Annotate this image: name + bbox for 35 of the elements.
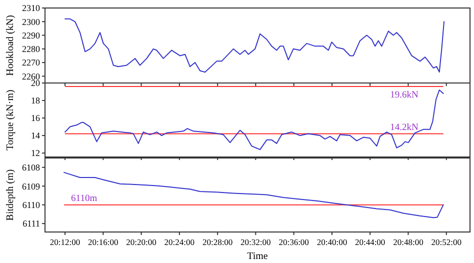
y-tick-label: 12 [31, 148, 40, 158]
y-tick-label: 2270 [22, 58, 40, 68]
line-series [64, 90, 444, 150]
y-tick-label: 2280 [22, 44, 40, 54]
x-axis-title: Time [247, 251, 268, 262]
y-tick-label: 2300 [22, 16, 40, 27]
ref-line-label: 19.6kN [390, 90, 418, 101]
y-tick-label: 6108 [22, 162, 40, 173]
x-tick-label: 20:24:00 [164, 237, 195, 247]
y-tick-label: 6111 [22, 218, 40, 229]
y-tick-label: 6109 [22, 181, 40, 192]
y-tick-label: 16 [31, 113, 40, 124]
x-tick-label: 20:48:00 [393, 237, 424, 247]
y-tick-label: 2310 [22, 3, 40, 14]
ref-line-label: 6110m [71, 194, 98, 204]
x-tick-label: 20:12:00 [50, 237, 80, 247]
line-series [64, 172, 444, 218]
x-tick-label: 20:40:00 [316, 237, 348, 247]
y-axis-title: Bitdepth (m) [5, 169, 16, 221]
x-tick-label: 20:28:00 [202, 237, 233, 247]
x-tick-label: 20:20:00 [126, 237, 156, 247]
ref-line-label: 14.2kN [390, 122, 418, 133]
x-tick-label: 20:52:00 [431, 237, 462, 247]
y-axis-title: Torque (kN·m) [5, 90, 16, 150]
y-tick-label: 14 [31, 130, 40, 141]
y-tick-label: 2290 [22, 30, 40, 40]
x-tick-label: 20:16:00 [88, 237, 118, 247]
line-series [64, 18, 445, 73]
y-axis-title: Hookload (kN) [5, 15, 16, 76]
x-tick-label: 20:36:00 [278, 237, 309, 247]
y-tick-label: 18 [31, 96, 40, 106]
y-tick-label: 2260 [22, 71, 40, 82]
x-tick-label: 20:32:00 [240, 237, 271, 247]
y-tick-label: 6110 [22, 200, 40, 210]
x-tick-label: 20:44:00 [354, 237, 386, 247]
